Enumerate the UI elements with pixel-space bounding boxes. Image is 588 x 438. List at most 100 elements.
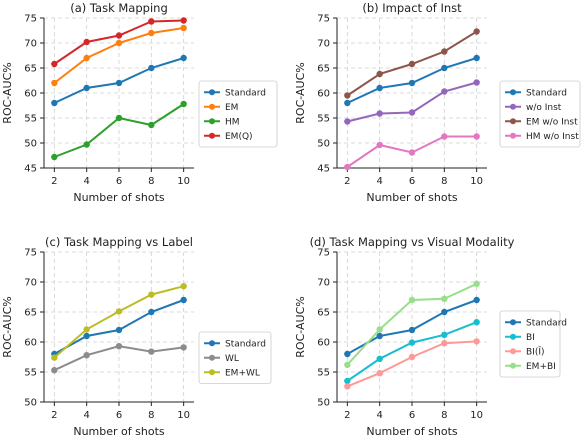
data-point	[344, 92, 351, 99]
data-point	[344, 361, 351, 368]
x-axis-label: Number of shots	[366, 191, 458, 204]
legend-label: WL	[225, 354, 239, 364]
legend-label: EM	[225, 103, 238, 113]
y-tick-label: 50	[317, 139, 330, 150]
y-tick-label: 55	[24, 368, 37, 379]
data-point	[408, 79, 416, 87]
data-point	[376, 84, 383, 92]
data-point	[115, 343, 123, 350]
data-point	[408, 296, 416, 304]
legend: Standard BI BI(Ī) EM+BI	[499, 310, 567, 378]
data-point	[408, 109, 416, 116]
legend-swatch-marker	[510, 362, 516, 369]
x-axis-label: Number of shots	[73, 191, 165, 204]
legend-box	[198, 331, 272, 384]
legend-swatch-marker	[510, 103, 516, 110]
legend-swatch-marker	[209, 103, 215, 110]
data-point	[148, 29, 155, 37]
data-point	[180, 24, 187, 32]
y-tick-label: 65	[317, 64, 330, 75]
legend-label: HM w/o Inst	[526, 132, 579, 142]
data-point	[115, 32, 123, 39]
data-point	[441, 64, 448, 72]
data-point	[148, 64, 155, 72]
data-point	[115, 114, 123, 122]
chart-title: (c) Task Mapping vs Label	[45, 235, 193, 249]
x-axis-label: Number of shots	[73, 425, 165, 438]
data-point	[441, 48, 448, 55]
y-tick-label: 60	[317, 89, 330, 100]
y-axis-label: ROC-AUC%	[1, 296, 14, 357]
data-point	[344, 99, 351, 107]
data-point	[376, 110, 383, 117]
y-tick-label: 75	[317, 248, 330, 259]
legend-swatch-marker	[209, 369, 215, 376]
legend-label: EM+BI	[526, 362, 556, 372]
data-point	[115, 79, 123, 87]
data-point	[408, 339, 416, 346]
data-point	[376, 70, 383, 78]
data-point	[51, 367, 58, 374]
legend-swatch-marker	[209, 89, 215, 96]
data-point	[473, 319, 480, 326]
data-point	[148, 18, 155, 25]
data-point	[115, 39, 123, 47]
y-axis-label: ROC-AUC%	[294, 296, 307, 357]
x-tick-label: 8	[441, 410, 447, 421]
data-point	[83, 141, 90, 148]
data-point	[376, 332, 383, 340]
y-tick-label: 55	[317, 368, 330, 379]
data-point	[115, 308, 123, 315]
x-tick-label: 6	[116, 176, 122, 187]
legend: Standard EM HM EM(Q)	[198, 80, 278, 148]
y-tick-label: 50	[24, 398, 37, 409]
legend-swatch-marker	[209, 118, 215, 125]
data-point	[83, 38, 90, 46]
data-point	[408, 149, 416, 156]
data-point	[51, 153, 58, 161]
x-tick-label: 10	[470, 176, 483, 187]
y-tick-label: 55	[24, 114, 37, 125]
y-tick-label: 70	[317, 39, 330, 50]
x-tick-label: 2	[344, 176, 350, 187]
chart-title: (d) Task Mapping vs Visual Modality	[310, 235, 515, 249]
x-tick-label: 2	[51, 410, 57, 421]
data-point	[51, 79, 58, 87]
legend-label: Standard	[225, 339, 266, 349]
legend-label: Standard	[526, 318, 567, 328]
data-point	[473, 28, 480, 35]
data-point	[376, 326, 383, 333]
data-point	[441, 308, 448, 316]
data-point	[51, 354, 58, 361]
data-point	[51, 99, 58, 107]
y-tick-label: 75	[24, 248, 37, 259]
legend-swatch-marker	[510, 348, 516, 355]
y-tick-label: 70	[24, 39, 37, 50]
x-tick-label: 8	[148, 176, 154, 187]
y-tick-label: 45	[24, 164, 37, 175]
legend-swatch-marker	[510, 132, 516, 139]
y-tick-label: 75	[24, 14, 37, 25]
legend-label: EM w/o Inst	[526, 117, 578, 127]
data-point	[83, 332, 90, 340]
legend-label: BI(Ī)	[526, 346, 545, 357]
legend-box	[499, 80, 581, 148]
x-tick-label: 4	[83, 176, 89, 187]
data-point	[344, 163, 351, 171]
legend-swatch-marker	[510, 118, 516, 125]
y-tick-label: 65	[317, 308, 330, 319]
legend-swatch-marker	[510, 89, 516, 96]
y-axis-label: ROC-AUC%	[294, 62, 307, 123]
legend-box	[198, 80, 278, 148]
data-point	[441, 295, 448, 302]
data-point	[180, 283, 187, 290]
legend-label: w/o Inst	[526, 103, 562, 113]
data-point	[344, 383, 351, 390]
legend: Standard WL EM+WL	[198, 331, 272, 384]
data-point	[344, 118, 351, 125]
data-point	[83, 352, 90, 359]
data-point	[473, 54, 480, 62]
legend-label: EM+WL	[225, 368, 260, 378]
data-point	[441, 331, 448, 338]
data-point	[376, 370, 383, 377]
